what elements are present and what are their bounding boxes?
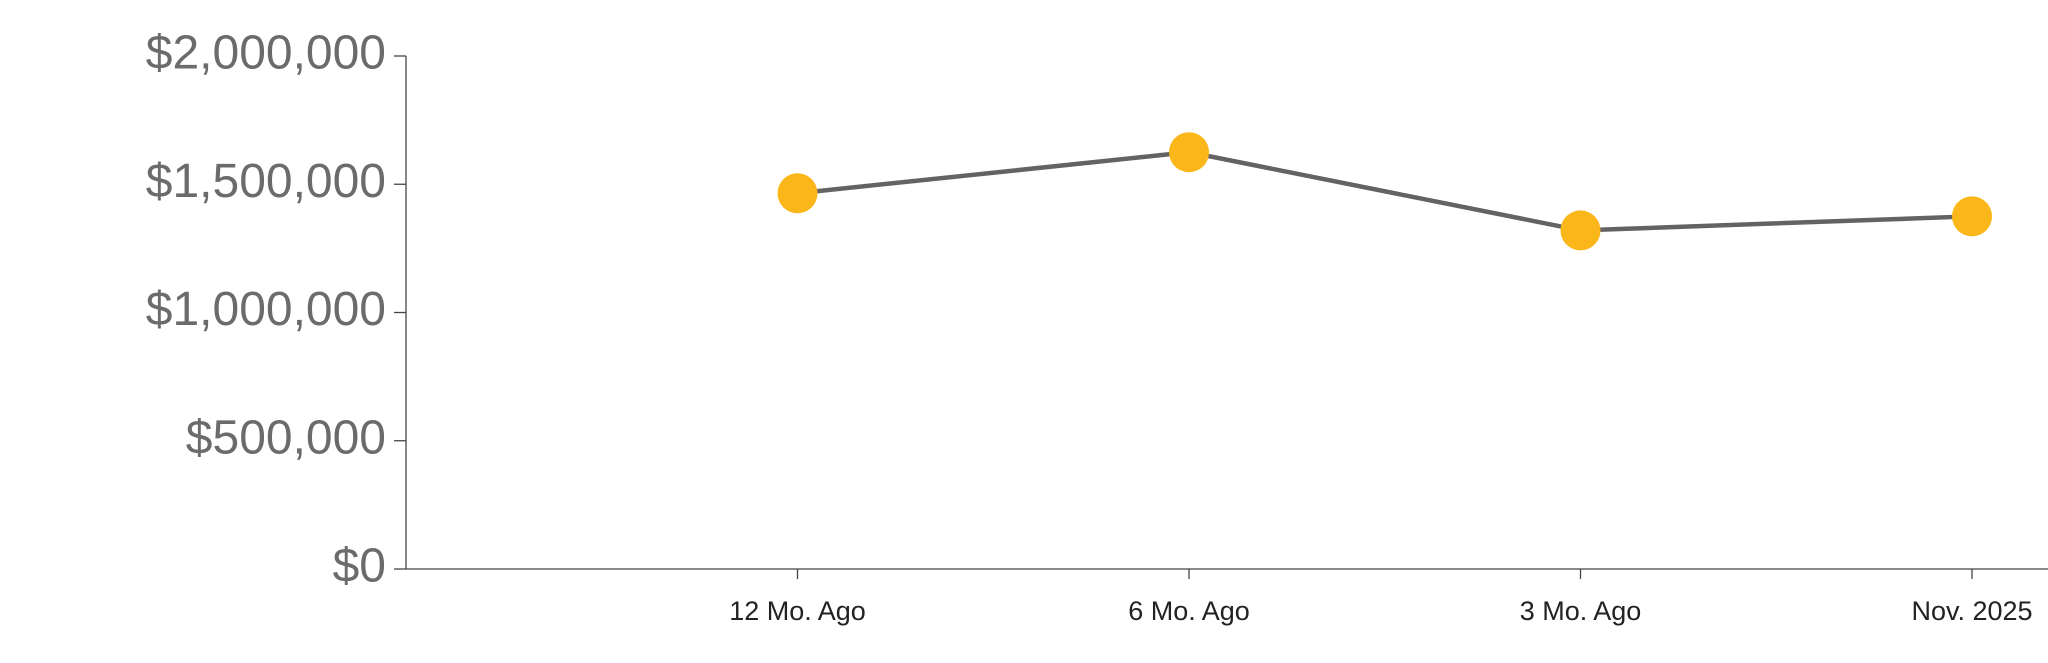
y-tick-label: $500,000 (186, 411, 386, 464)
y-tick-label: $0 (333, 540, 386, 593)
line (797, 149, 1973, 233)
x-tick-label: 6 Mo. Ago (1128, 596, 1250, 626)
x-tick-label: Nov. 2025 (1911, 596, 2032, 626)
point (1952, 196, 1992, 237)
point (1560, 210, 1601, 251)
y-tick-label: $1,500,000 (146, 155, 386, 208)
y-tick-label: $2,000,000 (146, 27, 386, 80)
point (777, 173, 818, 214)
y-tick-label: $1,000,000 (146, 283, 386, 336)
x-tick-label: 12 Mo. Ago (729, 596, 866, 626)
point (1169, 132, 1209, 173)
x-tick-label: 3 Mo. Ago (1520, 596, 1642, 626)
